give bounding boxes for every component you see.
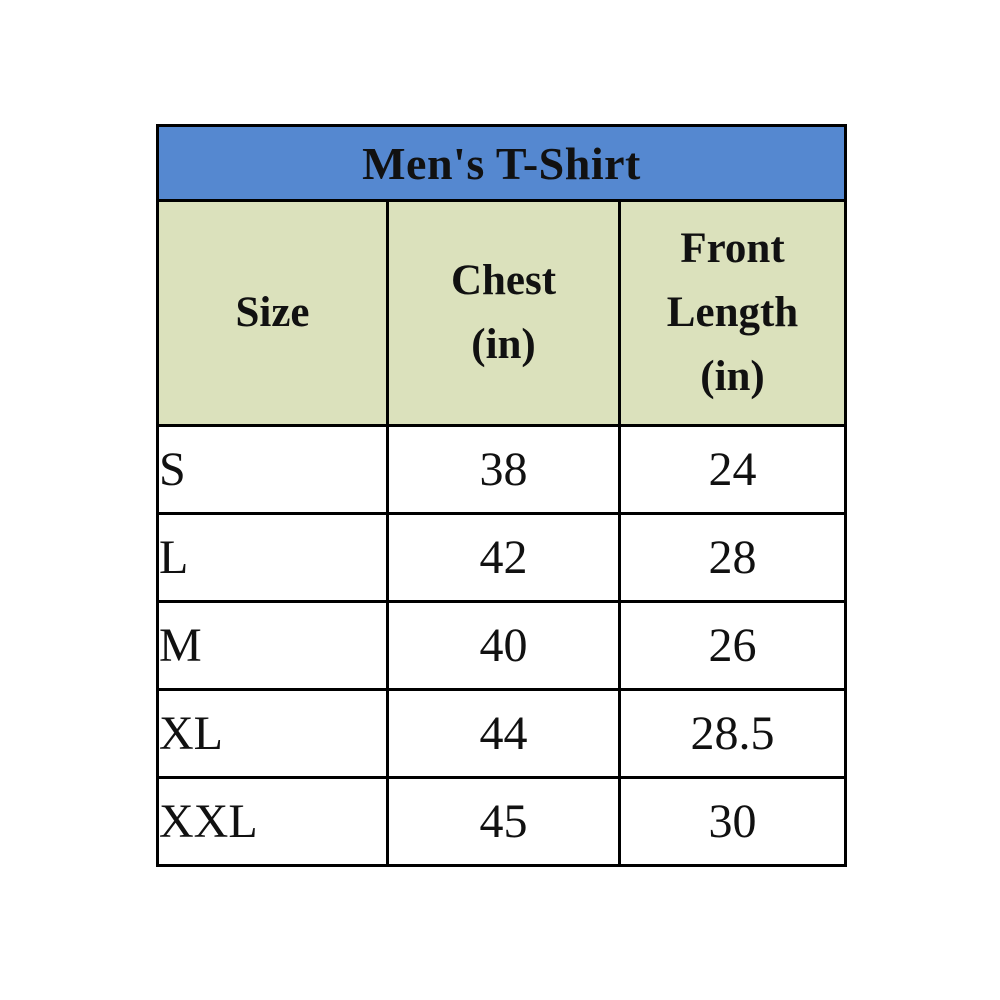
table-title: Men's T-Shirt: [155, 124, 848, 202]
chest-cell: 44: [386, 688, 621, 779]
size-cell: M: [156, 600, 389, 691]
chest-cell: 38: [386, 424, 621, 515]
column-header-chest-line-2: (in): [471, 321, 536, 368]
column-header-size: Size: [156, 199, 389, 427]
chest-cell: 45: [386, 776, 621, 867]
front-length-cell: 26: [617, 600, 848, 691]
column-header-front-length-line-3: (in): [700, 353, 765, 400]
size-chart-table: Men's T-Shirt Size Chest (in) Front Leng…: [155, 124, 848, 867]
column-header-front-length: Front Length (in): [617, 199, 848, 427]
size-cell: XL: [156, 688, 389, 779]
front-length-cell: 30: [617, 776, 848, 867]
column-header-front-length-line-1: Front: [680, 225, 785, 272]
column-header-front-length-line-2: Length: [666, 289, 799, 336]
front-length-cell: 28.5: [617, 688, 848, 779]
chest-cell: 42: [386, 512, 621, 603]
size-cell: XXL: [156, 776, 389, 867]
column-header-chest: Chest (in): [386, 199, 621, 427]
column-header-size-label: Size: [235, 289, 310, 336]
table-row: S 38 24: [156, 424, 848, 515]
size-cell: L: [156, 512, 389, 603]
front-length-cell: 28: [617, 512, 848, 603]
chest-cell: 40: [386, 600, 621, 691]
header-row: Size Chest (in) Front Length (in): [156, 199, 848, 427]
table-row: L 42 28: [156, 512, 848, 603]
front-length-cell: 24: [617, 424, 848, 515]
size-cell: S: [156, 424, 389, 515]
title-row: Men's T-Shirt: [155, 124, 848, 202]
table-row: XL 44 28.5: [156, 688, 848, 779]
table-row: XXL 45 30: [156, 776, 848, 867]
table-row: M 40 26: [156, 600, 848, 691]
column-header-chest-line-1: Chest: [450, 257, 557, 304]
